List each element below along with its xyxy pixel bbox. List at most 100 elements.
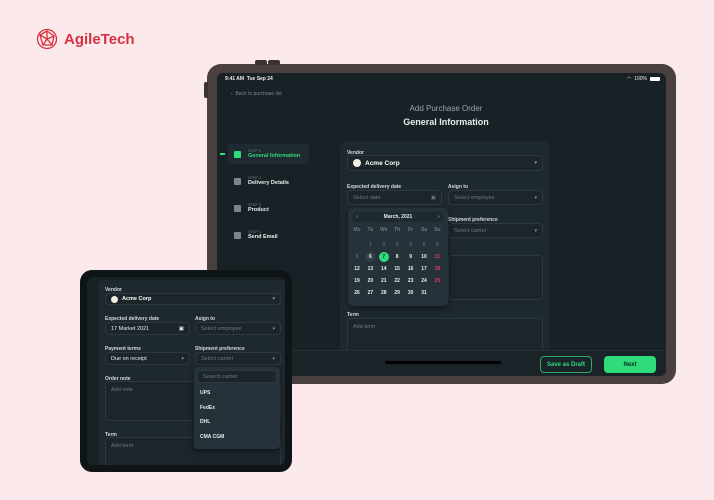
weekday-label: We — [380, 227, 388, 233]
wifi-icon: ◠ — [626, 76, 632, 82]
vendor-label: Vendor — [347, 150, 364, 156]
calendar-day[interactable]: 21 — [381, 278, 387, 284]
document-icon — [234, 150, 241, 158]
calendar-day[interactable]: 19 — [354, 278, 360, 284]
calendar-day[interactable]: 27 — [367, 290, 374, 296]
email-icon — [234, 231, 241, 239]
power-button — [204, 82, 208, 98]
home-indicator — [385, 361, 501, 364]
logo-icon — [36, 28, 58, 50]
calendar-month: March, 2021 — [383, 214, 413, 220]
calendar-day[interactable]: 5 — [355, 254, 359, 260]
volume-button — [255, 60, 267, 65]
chevron-down-icon: ▾ — [534, 160, 537, 166]
step-product[interactable]: STEP 3 Product — [228, 198, 309, 218]
prev-month-button[interactable]: ‹ — [356, 214, 358, 220]
calendar-day[interactable]: 7 — [378, 252, 389, 262]
next-month-button[interactable]: › — [438, 214, 440, 220]
chevron-down-icon: ▾ — [181, 355, 184, 362]
weekday-label: Sa — [420, 227, 428, 233]
carrier-option[interactable]: FedEx — [200, 404, 216, 411]
calendar-day[interactable]: 4 — [409, 242, 412, 248]
calendar-day[interactable]: 8 — [395, 254, 399, 260]
form-card: Vendor Acme Corp ▾ Expected delivery date… — [340, 141, 550, 376]
note-textarea[interactable] — [448, 255, 543, 300]
battery-icon — [650, 77, 660, 81]
carrier-option[interactable]: CMA CGM — [200, 433, 225, 440]
calendar-day[interactable]: 9 — [409, 254, 412, 260]
calendar-day[interactable]: 29 — [394, 290, 400, 296]
step-send-email[interactable]: STEP 4 Send Email — [228, 225, 309, 245]
calendar-day[interactable]: 5 — [422, 242, 426, 248]
next-button[interactable]: Next — [604, 356, 656, 373]
calendar-day[interactable]: 30 — [407, 290, 414, 296]
calendar-day[interactable]: 6 — [365, 252, 376, 262]
calendar-day[interactable]: 16 — [407, 266, 414, 272]
calendar-day[interactable]: 18 — [434, 266, 441, 272]
calendar-day[interactable]: 31 — [421, 290, 427, 296]
calendar-day[interactable]: 3 — [395, 242, 399, 248]
calendar-day[interactable]: 2 — [382, 242, 386, 248]
calendar-day[interactable]: 10 — [421, 254, 427, 260]
calendar-day[interactable]: 24 — [421, 278, 427, 284]
calendar-day[interactable]: 26 — [354, 290, 360, 296]
calendar-day[interactable]: 22 — [394, 278, 400, 284]
weekday-label: Tu — [367, 227, 374, 233]
calendar-day[interactable]: 12 — [354, 266, 360, 272]
carrier-option[interactable]: UPS — [200, 390, 211, 396]
vendor-select[interactable]: Acme Corp ▾ — [105, 293, 281, 305]
step-general-information[interactable]: STEP 1 General Information — [228, 144, 309, 164]
payment-label: Payment terms — [105, 346, 141, 352]
save-draft-button[interactable]: Save as Draft — [540, 356, 592, 373]
page-subtitle: Add Purchase Order — [409, 104, 483, 113]
assign-select[interactable]: Select employee ▾ — [195, 322, 281, 335]
calendar-day[interactable]: 15 — [394, 266, 400, 272]
calendar-day[interactable]: 17 — [421, 266, 427, 272]
assign-label: Asign to — [195, 316, 215, 322]
date-input[interactable]: Select date ▣ — [347, 190, 442, 205]
carrier-option[interactable]: DHL — [200, 419, 211, 425]
mobile-frame: Vendor Acme Corp ▾ Expected delivery date… — [80, 270, 292, 472]
calendar-day[interactable]: 25 — [434, 278, 441, 284]
date-input[interactable]: 17 Market 2021 ▣ — [105, 322, 190, 335]
product-icon — [234, 204, 241, 212]
note-label: Order note — [105, 376, 131, 382]
vendor-avatar — [111, 295, 118, 303]
brand-logo: AgileTech — [36, 28, 135, 50]
weekday-label: Fr — [408, 227, 414, 233]
vendor-avatar — [353, 159, 361, 167]
calendar-icon: ▣ — [430, 194, 436, 201]
term-label: Term — [105, 432, 117, 438]
calendar-day[interactable]: 1 — [369, 242, 372, 248]
calendar-day[interactable]: 6 — [436, 242, 439, 248]
chevron-down-icon: ▾ — [272, 296, 275, 302]
shipment-label: Shipment preference — [195, 346, 245, 352]
shipment-select[interactable]: Select carrier ▾ — [195, 352, 281, 365]
assign-label: Asign to — [448, 184, 468, 190]
calendar-day[interactable]: 13 — [367, 266, 374, 272]
status-time: 9:41 AM Tue Sep 24 — [225, 76, 273, 82]
calendar-day[interactable]: 23 — [407, 278, 414, 284]
stepper: STEP 1 General Information STEP 2 Delivery… — [228, 144, 309, 245]
back-link[interactable]: ‹ Back to purchase list — [231, 91, 282, 97]
step-delivery-details[interactable]: STEP 2 Delivery Details — [228, 171, 309, 191]
chevron-down-icon: ▾ — [272, 325, 275, 332]
mobile-screen: Vendor Acme Corp ▾ Expected delivery date… — [87, 277, 285, 465]
active-step-indicator — [220, 153, 225, 155]
chevron-down-icon: ▾ — [272, 355, 275, 362]
weekday-label: Su — [434, 227, 441, 233]
chevron-down-icon: ▾ — [534, 194, 537, 201]
calendar-day[interactable]: 14 — [381, 266, 387, 272]
status-battery: ◠ 100% — [627, 76, 660, 82]
shipment-select[interactable]: Select carrier ▾ — [448, 223, 543, 238]
weekday-label: Th — [394, 227, 401, 233]
payment-select[interactable]: Due on receipt ▾ — [105, 352, 190, 365]
calendar-day[interactable]: 28 — [381, 290, 387, 296]
calendar-day[interactable]: 11 — [434, 254, 441, 260]
vendor-select[interactable]: Acme Corp ▾ — [347, 155, 543, 171]
brand-name: AgileTech — [64, 30, 135, 48]
carrier-search-input[interactable]: Search carrier — [197, 370, 277, 383]
carrier-dropdown: Search carrier UPS FedEx DHL CMA CGM — [194, 367, 280, 449]
assign-select[interactable]: Select employee ▾ — [448, 190, 543, 205]
calendar-day[interactable]: 20 — [367, 278, 374, 284]
